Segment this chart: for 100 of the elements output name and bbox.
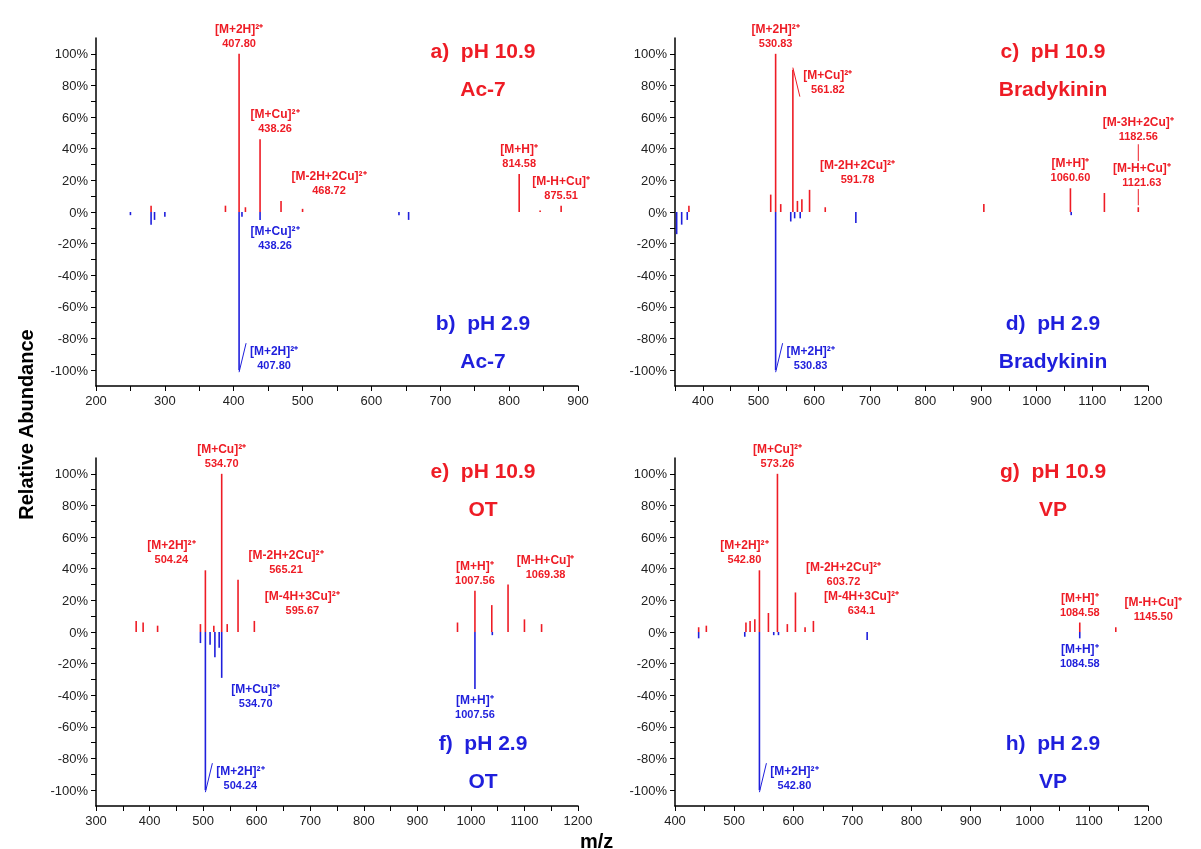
annotation: e) pH 10.9	[430, 459, 536, 482]
x-tick-label: 600	[360, 393, 383, 408]
y-tick-label: 20%	[61, 592, 89, 608]
annotation: Bradykinin	[998, 77, 1108, 100]
y-tick-label: 40%	[640, 141, 668, 157]
y-tick-label: 80%	[640, 77, 668, 93]
y-tick-label: 0%	[69, 624, 89, 640]
y-tick-label: 20%	[640, 592, 668, 608]
annotation: [M+2H]²⁺ 542.80	[770, 764, 819, 792]
annotation: [M+H]⁺ 1007.56	[455, 558, 495, 586]
y-tick-label: -20%	[57, 236, 89, 252]
annotation: [M-H+Cu]⁺ 1121.63	[1113, 161, 1171, 189]
y-tick-label: 60%	[640, 529, 668, 545]
x-tick-label: 600	[782, 813, 805, 828]
annotation: [M+2H]²⁺ 504.24	[216, 764, 265, 792]
x-tick-label: 900	[567, 393, 589, 408]
y-tick-label: 80%	[61, 77, 89, 93]
annotation: [M-H+Cu]⁺ 875.51	[532, 173, 590, 201]
annotation: [M-2H+2Cu]²⁺ 591.78	[820, 157, 896, 185]
annotation: c) pH 10.9	[1000, 39, 1106, 62]
annotation: [M+H]⁺ 1084.58	[1059, 642, 1100, 670]
annotation: [M-2H+2Cu]²⁺ 603.72	[805, 560, 881, 588]
annotation: [M+H]⁺ 1007.56	[455, 692, 495, 720]
y-tick-label: -100%	[629, 362, 668, 378]
annotation: [M+2H]²⁺ 504.24	[147, 538, 196, 566]
x-tick-label: 1000	[456, 813, 486, 828]
y-tick-label: -40%	[636, 687, 668, 703]
y-axis-title: Relative Abundance	[14, 328, 38, 522]
y-tick-label: -60%	[636, 299, 668, 315]
x-tick-label: 1100	[510, 813, 539, 828]
y-tick-label: -80%	[636, 751, 668, 767]
annotation: [M-H+Cu]⁺ 1069.38	[516, 552, 575, 580]
annotation: g) pH 10.9	[999, 459, 1107, 482]
annotation: [M-4H+3Cu]²⁺ 634.1	[823, 588, 899, 616]
annotation: [M+Cu]²⁺ 573.26	[752, 441, 802, 469]
x-tick-label: 200	[85, 393, 107, 408]
x-tick-label: 300	[85, 813, 107, 828]
x-tick-label: 1100	[1078, 393, 1107, 408]
y-tick-label: 20%	[640, 172, 668, 188]
x-tick-label: 700	[299, 813, 322, 828]
annotation: VP	[1038, 769, 1068, 792]
y-tick-label: 100%	[54, 466, 89, 482]
x-tick-label: 500	[291, 393, 314, 408]
x-tick-label: 900	[959, 813, 982, 828]
annotation: b) pH 2.9	[435, 311, 531, 334]
y-tick-label: -60%	[57, 299, 89, 315]
y-tick-label: 0%	[69, 204, 89, 220]
y-tick-label: -80%	[57, 751, 89, 767]
x-tick-label: 700	[841, 813, 864, 828]
annotation: d) pH 2.9	[1005, 311, 1101, 334]
y-tick-label: -80%	[636, 331, 668, 347]
x-tick-label: 900	[970, 393, 992, 408]
y-tick-label: 80%	[61, 497, 89, 513]
y-tick-label: 40%	[61, 561, 89, 577]
x-tick-label: 1000	[1022, 393, 1052, 408]
y-tick-label: -100%	[629, 782, 668, 798]
annotation: OT	[468, 497, 498, 520]
y-tick-label: -80%	[57, 331, 89, 347]
x-tick-label: 500	[723, 813, 745, 828]
x-tick-label: 1200	[1133, 393, 1163, 408]
y-tick-label: -40%	[57, 267, 89, 283]
y-tick-label: 100%	[633, 466, 668, 482]
y-tick-label: 60%	[640, 109, 668, 125]
x-tick-label: 500	[192, 813, 214, 828]
annotation: [M+H]⁺ 1060.60	[1050, 156, 1091, 184]
annotation: [M+2H]²⁺ 407.80	[249, 344, 299, 372]
x-tick-label: 700	[429, 393, 452, 408]
annotation: [M+2H]²⁺ 530.83	[751, 21, 800, 49]
x-tick-label: 800	[900, 813, 923, 828]
annotation: [M+2H]²⁺ 542.80	[720, 538, 769, 566]
y-tick-label: 60%	[61, 109, 89, 125]
y-tick-label: -100%	[50, 782, 89, 798]
annotation: [M+H]⁺ 1084.58	[1059, 590, 1100, 618]
y-tick-label: 60%	[61, 529, 89, 545]
x-tick-label: 800	[498, 393, 520, 408]
annotation: [M+H]⁺ 814.58	[500, 142, 539, 170]
annotation: [M+Cu]²⁺ 534.70	[231, 681, 281, 709]
y-tick-label: -60%	[636, 719, 668, 735]
x-tick-label: 600	[245, 813, 268, 828]
x-tick-label: 900	[406, 813, 429, 828]
annotation: [M-2H+2Cu]²⁺ 565.21	[248, 547, 324, 575]
annotation: [M-4H+3Cu]²⁺ 595.67	[264, 588, 340, 616]
y-tick-label: 40%	[61, 141, 89, 157]
x-tick-label: 700	[858, 393, 881, 408]
y-tick-label: 0%	[648, 624, 668, 640]
y-tick-label: 20%	[61, 172, 89, 188]
annotation: Ac-7	[460, 77, 506, 100]
x-axis-title: m/z	[580, 830, 614, 849]
y-tick-label: 100%	[633, 46, 668, 62]
x-tick-label: 400	[691, 393, 714, 408]
y-tick-label: -20%	[636, 236, 668, 252]
annotation: f) pH 2.9	[438, 731, 528, 754]
y-tick-label: -20%	[57, 656, 89, 672]
x-tick-label: 300	[154, 393, 176, 408]
annotation: [M+Cu]²⁺ 561.82	[803, 67, 853, 95]
x-tick-label: 800	[914, 393, 937, 408]
annotation: [M-3H+2Cu]⁺ 1182.56	[1102, 115, 1174, 143]
y-tick-label: -100%	[50, 362, 89, 378]
x-tick-label: 400	[222, 393, 245, 408]
annotation: [M-H+Cu]⁺ 1145.50	[1124, 595, 1183, 623]
